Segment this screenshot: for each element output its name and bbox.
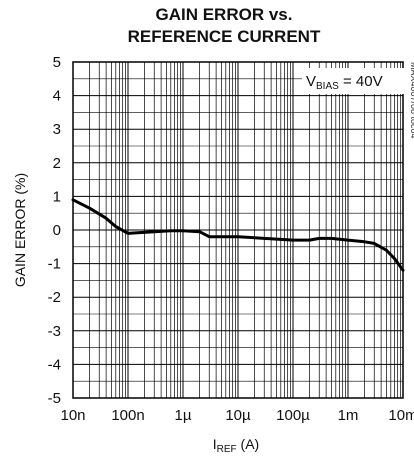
- x-tick-label: 100n: [111, 407, 144, 424]
- y-tick-label: -2: [48, 289, 61, 306]
- x-tick-label: 10m: [388, 407, 414, 424]
- y-tick-label: 1: [53, 188, 61, 205]
- y-tick-label: -4: [48, 356, 61, 373]
- y-axis-label: GAIN ERROR (%): [12, 173, 28, 287]
- chart-id-label: MAX4007/08 toc04: [409, 62, 414, 139]
- x-tick-label: 10n: [60, 407, 85, 424]
- series-line: [71, 198, 405, 272]
- bias-annotation-main: V: [306, 73, 316, 90]
- x-axis-label: IREF (A): [213, 436, 259, 455]
- annotation-background: [302, 68, 408, 94]
- bias-annotation-sub: BIAS: [316, 81, 339, 92]
- bias-annotation-rest: = 40V: [339, 73, 383, 90]
- y-tick-labels: 5 4 3 2 1 0 -1 -2 -3 -4 -5: [48, 54, 61, 407]
- x-tick-label: 1m: [338, 407, 359, 424]
- y-tick-label: 0: [53, 222, 61, 239]
- x-tick-label: 10µ: [225, 407, 251, 424]
- y-tick-label: 4: [53, 88, 61, 105]
- y-tick-label: 2: [53, 155, 61, 172]
- bias-annotation: VBIAS = 40V: [306, 73, 383, 92]
- y-tick-label: 5: [53, 54, 61, 71]
- x-tick-label: 1µ: [175, 407, 192, 424]
- chart-title-line-2: REFERENCE CURRENT: [128, 27, 321, 46]
- y-tick-label: -5: [48, 390, 61, 407]
- chart-title-line-1: GAIN ERROR vs.: [156, 5, 293, 24]
- y-tick-label: -3: [48, 323, 61, 340]
- x-tick-labels: 10n 100n 1µ 10µ 100µ 1m 10m: [60, 407, 414, 424]
- x-axis-label-unit: (A): [237, 436, 260, 452]
- y-tick-label: -1: [48, 256, 61, 273]
- series-layer: [71, 198, 405, 272]
- plot-frame: [72, 61, 404, 399]
- y-tick-label: 3: [53, 121, 61, 138]
- x-axis-label-sub: REF: [217, 444, 237, 455]
- x-axis-label-main: I: [213, 436, 217, 452]
- x-tick-label: 100µ: [276, 407, 310, 424]
